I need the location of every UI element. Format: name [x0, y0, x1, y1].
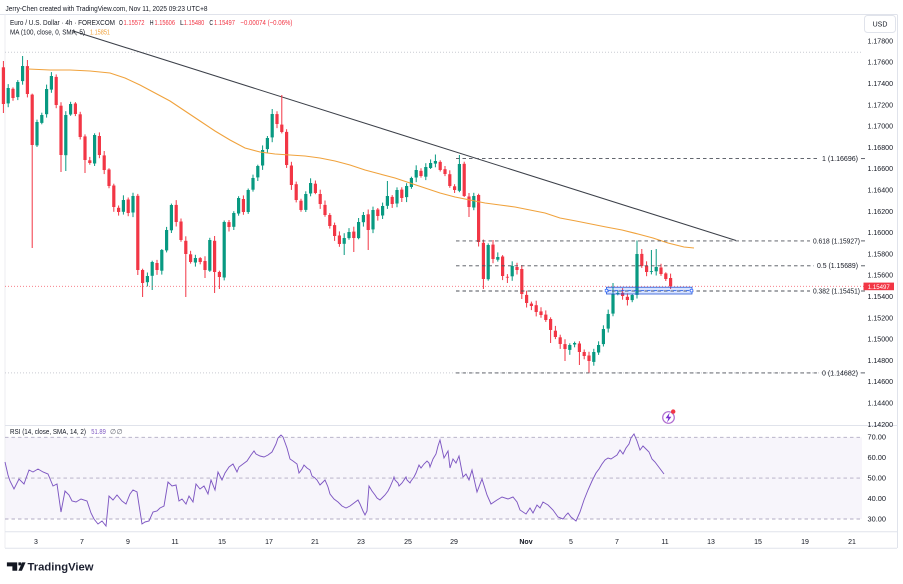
svg-text:0 (1.14682): 0 (1.14682) [822, 368, 858, 377]
svg-text:O: O [119, 18, 123, 27]
svg-text:1.15606: 1.15606 [155, 18, 176, 27]
svg-text:19: 19 [801, 539, 809, 546]
svg-text:MA (100, close, 0, SMA, 5): MA (100, close, 0, SMA, 5) [10, 28, 85, 37]
svg-text:0.382 (1.15451): 0.382 (1.15451) [813, 286, 860, 295]
svg-text:30.00: 30.00 [868, 514, 887, 523]
svg-text:0.5 (1.15689): 0.5 (1.15689) [817, 261, 858, 270]
svg-text:1.15800: 1.15800 [868, 249, 894, 258]
svg-text:60.00: 60.00 [868, 453, 887, 462]
svg-text:1.16200: 1.16200 [868, 207, 894, 216]
svg-text:9: 9 [126, 539, 130, 546]
svg-text:23: 23 [357, 539, 365, 546]
svg-text:7: 7 [615, 539, 619, 546]
svg-text:1.14800: 1.14800 [868, 356, 894, 365]
svg-text:L: L [180, 18, 184, 27]
svg-text:1.17400: 1.17400 [868, 79, 894, 88]
svg-text:21: 21 [311, 539, 319, 546]
svg-text:1.15400: 1.15400 [868, 292, 894, 301]
svg-text:17: 17 [265, 539, 273, 546]
svg-text:13: 13 [707, 539, 715, 546]
svg-text:1.17200: 1.17200 [868, 100, 894, 109]
svg-text:11: 11 [661, 539, 668, 546]
svg-text:15: 15 [218, 539, 226, 546]
svg-text:1.15200: 1.15200 [868, 313, 894, 322]
svg-text:1.17800: 1.17800 [868, 36, 894, 45]
svg-text:0.618 (1.15927): 0.618 (1.15927) [813, 236, 860, 245]
svg-text:1.16400: 1.16400 [868, 186, 894, 195]
svg-text:40.00: 40.00 [868, 494, 887, 503]
svg-text:1.16000: 1.16000 [868, 228, 894, 237]
svg-text:1.16600: 1.16600 [868, 164, 894, 173]
svg-text:29: 29 [450, 539, 458, 546]
svg-text:−0.00074 (−0.06%): −0.00074 (−0.06%) [240, 18, 292, 27]
svg-text:1.15851: 1.15851 [90, 28, 110, 37]
svg-text:1.14200: 1.14200 [868, 420, 894, 429]
svg-text:Nov: Nov [519, 539, 532, 546]
svg-text:1.14400: 1.14400 [868, 399, 894, 408]
svg-text:3: 3 [34, 539, 38, 546]
svg-text:5: 5 [569, 539, 573, 546]
svg-text:1.17600: 1.17600 [868, 58, 894, 67]
svg-text:TradingView: TradingView [28, 562, 94, 574]
svg-text:1.15572: 1.15572 [124, 18, 145, 27]
svg-text:1.17000: 1.17000 [868, 122, 894, 131]
svg-text:25: 25 [404, 539, 412, 546]
svg-text:RSI (14, close, SMA, 14, 2): RSI (14, close, SMA, 14, 2) [10, 427, 86, 436]
svg-text:∅: ∅ [117, 429, 123, 436]
svg-text:1.14600: 1.14600 [868, 377, 894, 386]
svg-text:Jerry-Chen created with Tradin: Jerry-Chen created with TradingView.com,… [6, 4, 208, 13]
svg-text:Euro / U.S. Dollar · 4h · FORE: Euro / U.S. Dollar · 4h · FOREXCOM [10, 18, 115, 27]
svg-text:1.15497: 1.15497 [868, 284, 890, 291]
svg-text:∅: ∅ [110, 429, 116, 436]
svg-text:7: 7 [80, 539, 84, 546]
svg-text:51.89: 51.89 [91, 427, 106, 436]
svg-text:USD: USD [873, 22, 888, 29]
svg-text:11: 11 [171, 539, 178, 546]
svg-text:15: 15 [754, 539, 762, 546]
svg-text:1.15000: 1.15000 [868, 335, 894, 344]
svg-text:1.15497: 1.15497 [214, 18, 235, 27]
svg-text:H: H [150, 18, 154, 27]
svg-text:21: 21 [848, 539, 856, 546]
svg-text:1.15480: 1.15480 [184, 18, 205, 27]
svg-text:50.00: 50.00 [868, 474, 887, 483]
svg-text:1.15600: 1.15600 [868, 271, 894, 280]
svg-text:C: C [209, 18, 213, 27]
svg-text:1.16800: 1.16800 [868, 143, 894, 152]
svg-text:70.00: 70.00 [868, 433, 887, 442]
svg-text:1 (1.16696): 1 (1.16696) [822, 154, 858, 163]
